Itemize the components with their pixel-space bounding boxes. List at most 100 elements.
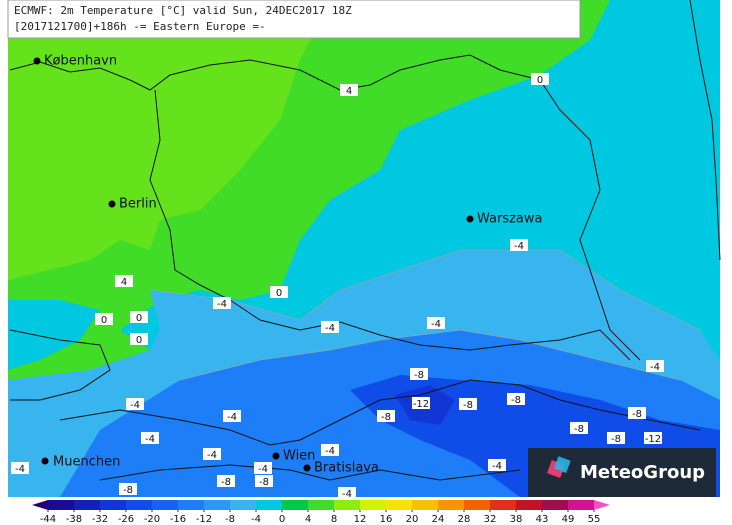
colorbar-segment <box>464 500 491 510</box>
colorbar-segment <box>490 500 517 510</box>
contour-label: -8 <box>259 477 269 488</box>
border-line <box>59 379 701 446</box>
contour-label-box <box>644 432 662 444</box>
contour-label-box <box>213 297 231 309</box>
border-line <box>689 0 721 261</box>
header-subtitle: [2017121700]+186h -= Eastern Europe =- <box>14 20 266 33</box>
logo-text: MeteoGroup <box>580 462 705 483</box>
city-dot <box>303 464 311 472</box>
contour-label: 4 <box>121 277 127 288</box>
contour-label: 0 <box>136 335 142 346</box>
colorbar-tick-label: -20 <box>144 514 160 525</box>
colorbar-segment <box>126 500 153 510</box>
city-label: Muenchen <box>53 455 120 470</box>
header-title: ECMWF: 2m Temperature [°C] valid Sun, 24… <box>14 4 352 17</box>
colorbar-segment <box>308 500 335 510</box>
colorbar-segment <box>256 500 283 510</box>
contour-label-box <box>119 483 137 495</box>
contour-label: -8 <box>123 485 133 496</box>
colorbar-end <box>32 500 48 510</box>
city-label: København <box>44 54 117 69</box>
city-label: Berlin <box>119 197 157 212</box>
contour-label: -4 <box>325 323 335 334</box>
contour-label: -12 <box>413 399 429 410</box>
contour-label: 0 <box>136 313 142 324</box>
contour-label-box <box>217 475 235 487</box>
colorbar-segment <box>74 500 101 510</box>
contour-label-box <box>338 487 356 499</box>
contour-label-box <box>488 459 506 471</box>
city-dot <box>108 200 116 208</box>
city-label: Wien <box>283 449 315 464</box>
contour-label: -8 <box>414 370 424 381</box>
colorbar-tick-label: 28 <box>458 514 471 525</box>
colorbar-tick-label: -26 <box>118 514 134 525</box>
city-dot <box>272 452 280 460</box>
colorbar-segment <box>438 500 465 510</box>
contour-label: -4 <box>207 450 217 461</box>
contour-label: -8 <box>221 477 231 488</box>
border-line <box>9 329 111 401</box>
contour-label: -8 <box>574 424 584 435</box>
contour-label-box <box>130 311 148 323</box>
contour-label-box <box>459 398 477 410</box>
contour-label: -8 <box>611 434 621 445</box>
colorbar-segment <box>48 500 75 510</box>
contour-label-box <box>321 321 339 333</box>
contour-label-box <box>254 462 272 474</box>
colorbar-tick-label: -16 <box>170 514 186 525</box>
contour-label-box <box>203 448 221 460</box>
colorbar-tick-label: -8 <box>225 514 235 525</box>
colorbar-tick-label: -44 <box>40 514 56 525</box>
contour-label-box <box>377 410 395 422</box>
contour-label-box <box>321 444 339 456</box>
contour-label: -4 <box>514 241 524 252</box>
contour-label: -4 <box>325 446 335 457</box>
colorbar-segment <box>360 500 387 510</box>
contour-label: -12 <box>645 434 661 445</box>
contour-label-box <box>223 410 241 422</box>
colorbar-tick-label: 32 <box>484 514 497 525</box>
colorbar-segment <box>178 500 205 510</box>
colorbar-segment <box>386 500 413 510</box>
colorbar-end <box>594 500 610 510</box>
colorbar-segment <box>412 500 439 510</box>
city-dot <box>41 457 49 465</box>
colorbar-tick-label: 49 <box>562 514 575 525</box>
colorbar-segment <box>516 500 543 510</box>
contour-label: -4 <box>342 489 352 500</box>
contour-label: 0 <box>537 75 543 86</box>
city-label: Bratislava <box>314 461 379 476</box>
contour-label-box <box>410 368 428 380</box>
warm-region <box>8 0 610 420</box>
contour-label: -4 <box>145 434 155 445</box>
colorbar-tick-label: 38 <box>510 514 523 525</box>
border-line <box>539 79 641 361</box>
border-line <box>149 89 631 361</box>
header-box <box>7 0 581 39</box>
contour-label: -4 <box>217 299 227 310</box>
border-line <box>99 464 521 481</box>
contour-label-box <box>255 475 273 487</box>
contour-label: -8 <box>381 412 391 423</box>
colorbar-tick-label: 20 <box>406 514 419 525</box>
isotherm <box>179 329 681 381</box>
contour-label: 4 <box>346 86 352 97</box>
contour-label: -8 <box>511 395 521 406</box>
contour-label: 0 <box>276 288 282 299</box>
isotherm <box>149 249 701 331</box>
contour-label-box <box>628 407 646 419</box>
contour-label-box <box>570 422 588 434</box>
contour-label: -4 <box>492 461 502 472</box>
contour-label-box <box>126 398 144 410</box>
city-dot <box>466 215 474 223</box>
colorbar-segment <box>568 500 595 510</box>
colorbar-tick-label: -12 <box>196 514 212 525</box>
contour-label-box <box>646 360 664 372</box>
cool-pocket <box>8 300 100 370</box>
colorbar-tick-label: 55 <box>588 514 601 525</box>
colorbar-tick-label: 43 <box>536 514 549 525</box>
contour-label: -4 <box>15 464 25 475</box>
colorbar-tick-label: 12 <box>354 514 367 525</box>
